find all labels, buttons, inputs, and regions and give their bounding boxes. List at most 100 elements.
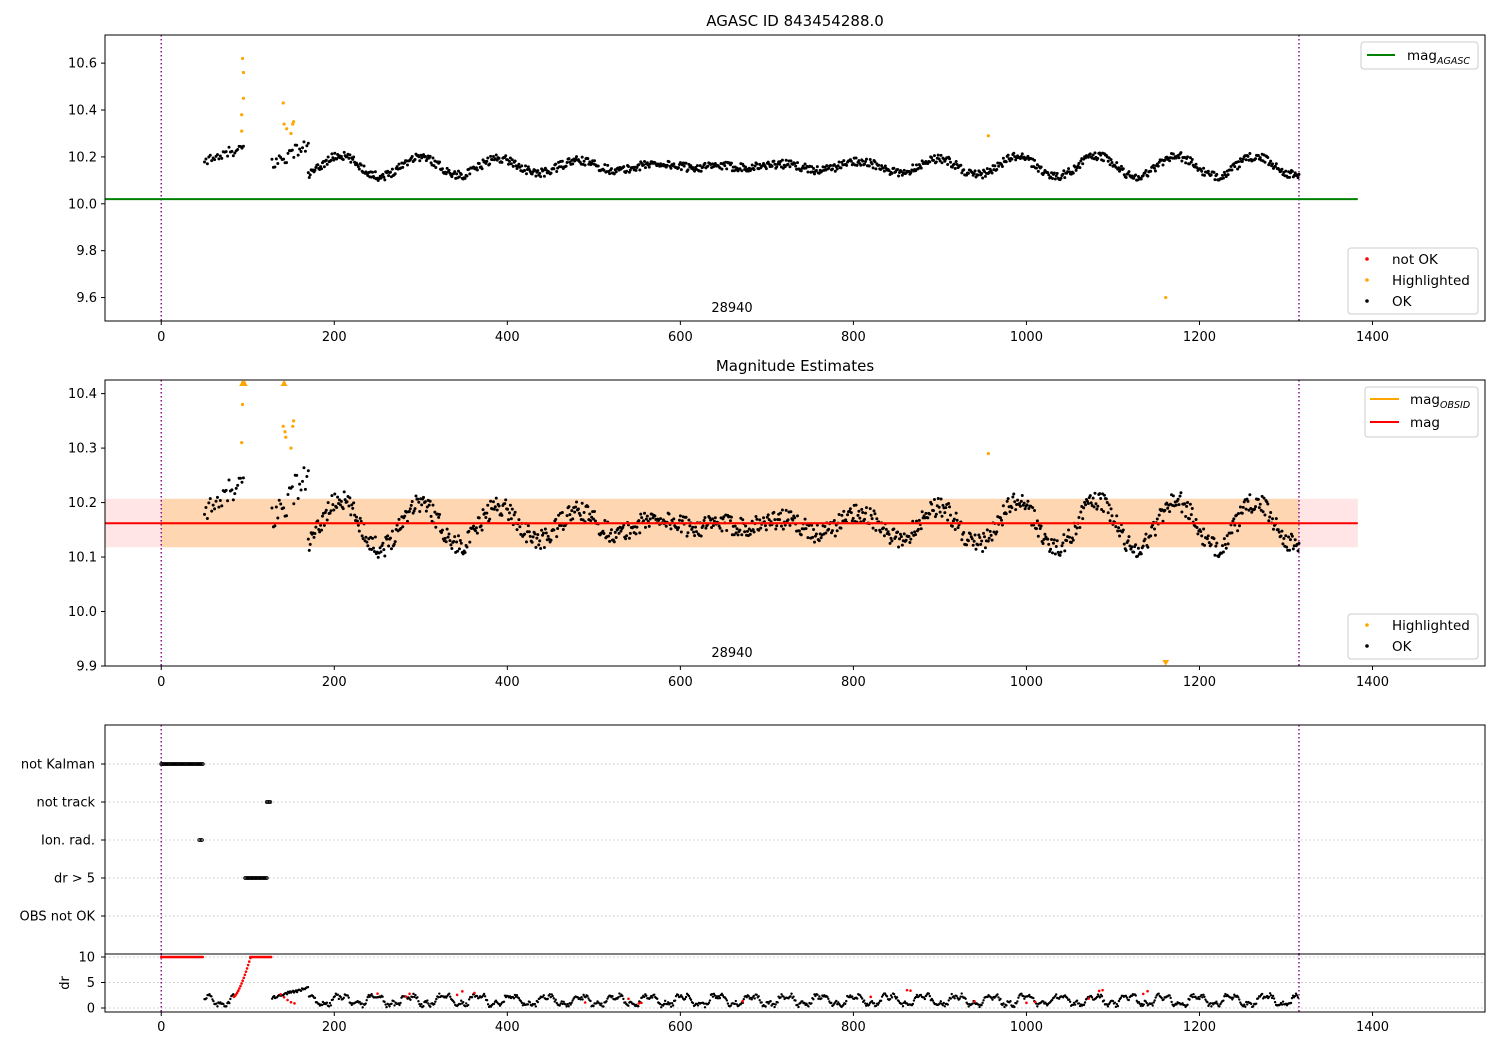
dr-point: [364, 1002, 367, 1005]
dr-notok-point: [627, 997, 630, 1001]
ok-point: [647, 524, 651, 528]
dr-point: [622, 997, 625, 1001]
dr-point: [449, 995, 452, 998]
dr-point: [1071, 1003, 1075, 1007]
ok-point: [393, 540, 397, 544]
ok-point: [904, 538, 908, 542]
dr-point: [1054, 994, 1057, 998]
dr-notok-point: [238, 987, 241, 990]
ok-point: [503, 502, 507, 506]
ok-point: [308, 542, 312, 546]
ok-point: [513, 159, 517, 163]
ok-point: [1020, 152, 1024, 156]
ok-point: [1039, 165, 1043, 169]
ok-point: [1110, 514, 1114, 518]
ok-point: [779, 511, 783, 515]
ok-point: [744, 165, 748, 169]
ok-point: [538, 171, 542, 175]
ok-point: [477, 161, 481, 165]
ok-point: [1109, 158, 1113, 162]
ok-point: [1051, 541, 1055, 545]
ok-point: [877, 163, 881, 167]
dr-point: [533, 1002, 537, 1006]
ok-point: [1257, 506, 1261, 510]
ok-point: [1180, 510, 1184, 514]
ok-point: [907, 534, 911, 538]
dr-point: [928, 994, 932, 998]
ok-point: [842, 159, 846, 163]
dr-point: [676, 993, 680, 997]
ok-point: [347, 156, 351, 160]
dr-point: [794, 999, 797, 1002]
ok-point: [842, 509, 846, 513]
clipped-high-marker: [280, 380, 288, 386]
ok-point: [686, 168, 690, 172]
dr-point: [1197, 996, 1200, 999]
dr-notok-point: [246, 963, 250, 967]
ok-point: [738, 528, 742, 532]
ok-point: [810, 165, 814, 169]
ok-point: [659, 517, 663, 521]
ok-point: [1153, 533, 1157, 537]
ok-point: [1058, 553, 1062, 557]
dr-point: [425, 1001, 428, 1004]
ok-point: [902, 168, 906, 172]
dr-point: [313, 996, 317, 1000]
ok-point: [932, 158, 936, 162]
ok-point: [474, 526, 478, 530]
ok-point: [693, 534, 697, 538]
ok-point: [661, 518, 665, 522]
ok-point: [1096, 504, 1100, 508]
ok-point: [765, 515, 769, 519]
dr-marks: [105, 954, 1485, 1012]
ok-point: [740, 533, 744, 537]
magnitude-line-legend: magOBSID mag: [1364, 386, 1479, 438]
ok-point: [718, 526, 722, 530]
dr-point: [782, 995, 785, 998]
ok-point: [1063, 176, 1067, 180]
magnitude-legend-ok-label: OK: [1392, 639, 1413, 655]
ok-point: [857, 509, 861, 513]
ok-point: [387, 174, 391, 178]
ok-point: [452, 539, 456, 543]
ok-point: [624, 537, 628, 541]
ok-point: [420, 503, 424, 507]
dr-point: [461, 1000, 465, 1004]
ok-point: [1244, 507, 1248, 511]
ok-point: [347, 504, 351, 508]
ok-point: [1238, 505, 1242, 509]
x-tick-label: 1400: [1356, 330, 1389, 345]
ok-point: [453, 535, 457, 539]
ok-point: [1163, 508, 1167, 512]
dr-point: [668, 1002, 672, 1005]
ok-point: [789, 159, 793, 163]
ok-point: [1036, 534, 1040, 538]
ok-point: [1194, 162, 1198, 166]
ok-point: [527, 530, 531, 534]
ok-point: [350, 503, 354, 507]
ok-point: [1245, 497, 1249, 501]
ok-point: [224, 150, 228, 154]
ok-point: [1088, 152, 1092, 156]
ok-point: [867, 164, 871, 168]
dr-point: [417, 1000, 420, 1003]
ok-point: [1240, 160, 1244, 164]
ok-point: [523, 168, 527, 172]
agasc-line-legend-box: [1360, 41, 1479, 70]
ok-point: [819, 536, 823, 540]
ok-point: [1258, 502, 1262, 506]
ok-point: [1277, 530, 1281, 534]
ok-point: [425, 505, 429, 509]
ok-point: [896, 168, 900, 172]
ok-point: [1006, 497, 1010, 501]
highlighted-point: [240, 113, 244, 117]
ok-point: [932, 154, 936, 158]
dr-notok-point: [243, 973, 247, 977]
ok-point: [845, 163, 849, 167]
ok-point: [1116, 529, 1120, 533]
ok-point: [351, 506, 355, 510]
ok-point: [1256, 154, 1260, 158]
ok-point: [635, 165, 639, 169]
ok-point: [1297, 172, 1301, 176]
ok-point: [1215, 541, 1219, 545]
